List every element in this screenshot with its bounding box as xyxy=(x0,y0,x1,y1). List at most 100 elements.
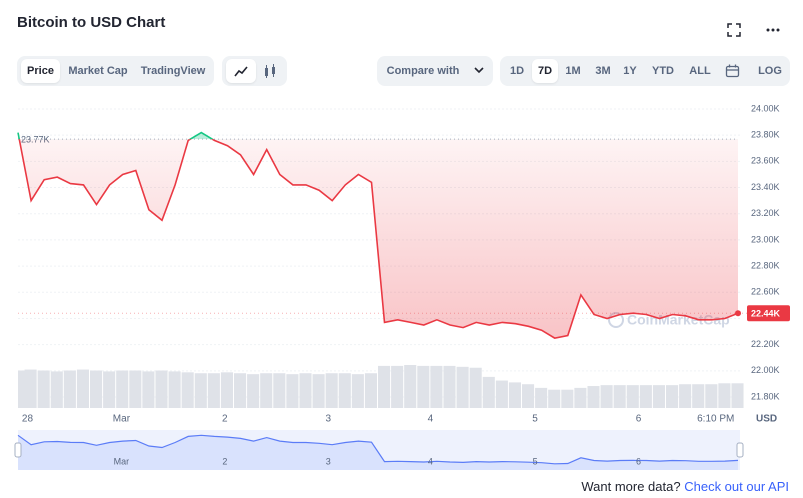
volume-bar xyxy=(155,370,168,408)
navigator-handle xyxy=(14,442,22,458)
footer: Want more data? Check out our API xyxy=(581,479,789,494)
volume-bar xyxy=(364,373,377,408)
volume-bar xyxy=(574,387,587,408)
x-tick-label: 3 xyxy=(325,414,331,425)
volume-bar xyxy=(443,365,456,408)
x-tick-label: 5 xyxy=(532,414,538,425)
navigator-label: 6 xyxy=(636,456,641,466)
chart-type-toggle xyxy=(222,56,287,86)
volume-bar xyxy=(312,374,325,408)
volume-bar xyxy=(351,374,364,408)
volume-bar xyxy=(417,365,430,408)
volume-bar xyxy=(76,369,89,408)
y-tick-label: 23.40K xyxy=(751,182,780,192)
volume-bar xyxy=(495,380,508,408)
compare-dropdown[interactable]: Compare with xyxy=(377,56,493,86)
candle-type-button[interactable] xyxy=(256,59,284,83)
volume-bar xyxy=(260,373,273,408)
candle-icon xyxy=(265,64,275,78)
y-tick-label: 23.80K xyxy=(751,130,780,140)
y-tick-label: 22.00K xyxy=(751,365,780,375)
volume-bar xyxy=(129,370,142,408)
volume-bar xyxy=(561,389,574,408)
y-tick-label: 22.80K xyxy=(751,260,780,270)
volume-bar xyxy=(338,373,351,408)
volume-bar xyxy=(247,374,260,408)
volume-bar xyxy=(207,373,220,408)
range-button[interactable]: ALL xyxy=(689,65,711,77)
calendar-icon[interactable] xyxy=(725,64,740,78)
tab-button[interactable]: Price xyxy=(21,59,60,83)
navigator-label: 5 xyxy=(533,456,538,466)
x-tick-label: 6 xyxy=(636,414,642,425)
volume-bar xyxy=(587,386,600,408)
api-link[interactable]: Check out our API xyxy=(684,479,789,494)
x-tick-label: 2 xyxy=(222,414,228,425)
x-tick-label: 4 xyxy=(428,414,434,425)
volume-bar xyxy=(404,365,417,408)
y-tick-label: 22.60K xyxy=(751,287,780,297)
volume-bar xyxy=(613,385,626,408)
volume-bar xyxy=(626,385,639,408)
volume-bar xyxy=(24,369,37,408)
volume-bar xyxy=(181,372,194,408)
range-button[interactable]: 1M xyxy=(565,65,581,77)
volume-bar xyxy=(63,370,76,408)
x-tick-label: 28 xyxy=(22,414,34,425)
volume-bar xyxy=(286,374,299,408)
volume-bar xyxy=(103,371,116,408)
volume-bar xyxy=(731,383,744,408)
log-button[interactable]: LOG xyxy=(758,65,782,77)
y-tick-label: 21.80K xyxy=(751,391,780,401)
range-button[interactable]: YTD xyxy=(652,65,674,77)
last-price-dot xyxy=(735,310,741,317)
more-icon[interactable] xyxy=(765,22,781,38)
x-tick-label: 6:10 PM xyxy=(697,414,734,425)
volume-bar xyxy=(508,382,521,408)
fullscreen-icon[interactable] xyxy=(726,22,742,38)
view-tabs: Price Market Cap TradingView xyxy=(17,56,214,86)
currency-label: USD xyxy=(756,414,777,425)
range-button[interactable]: 1D xyxy=(509,65,525,77)
price-area-up xyxy=(18,132,738,140)
volume-bar xyxy=(456,366,469,408)
volume-bar xyxy=(37,370,50,408)
price-line-down xyxy=(18,139,739,339)
x-tick-label: Mar xyxy=(113,414,131,425)
volume-bar xyxy=(50,371,63,408)
line-type-button[interactable] xyxy=(226,59,256,83)
volume-bar xyxy=(522,384,535,408)
y-tick-label: 23.00K xyxy=(751,234,780,244)
volume-bar xyxy=(469,367,482,408)
navigator-line xyxy=(17,434,739,465)
volume-bar xyxy=(325,373,338,408)
compare-label: Compare with xyxy=(386,65,460,77)
navigator-label: Mar xyxy=(114,456,130,466)
volume-bar xyxy=(666,385,679,408)
range-button[interactable]: 1Y xyxy=(623,65,637,77)
tab-button[interactable]: Market Cap xyxy=(68,65,128,77)
range-button[interactable]: 7D xyxy=(532,59,558,83)
volume-bar xyxy=(482,376,495,408)
y-tick-label: 23.20K xyxy=(751,208,780,218)
chart-title: Bitcoin to USD Chart xyxy=(17,14,166,31)
y-tick-label: 22.20K xyxy=(751,339,780,349)
volume-bar xyxy=(142,371,155,408)
volume-bar xyxy=(168,371,181,408)
volume-bar xyxy=(194,373,207,408)
volume-bar xyxy=(391,365,404,408)
tab-button[interactable]: TradingView xyxy=(140,65,206,77)
volume-bar xyxy=(234,373,247,408)
volume-bar xyxy=(299,373,312,408)
volume-bar xyxy=(718,383,731,408)
y-tick-label: 24.00K xyxy=(751,103,780,113)
price-area-down xyxy=(19,139,738,339)
volume-bar xyxy=(378,365,391,408)
volume-bar xyxy=(430,365,443,408)
range-tabs: LOG 1D 7D 1M 3M 1Y YTD ALL xyxy=(500,56,790,86)
navigator-handle xyxy=(736,442,744,458)
chart: 21.80K22.00K22.20K22.40K22.60K22.80K23.0… xyxy=(14,103,790,470)
range-button[interactable]: 3M xyxy=(595,65,611,77)
volume-bar xyxy=(535,387,548,408)
